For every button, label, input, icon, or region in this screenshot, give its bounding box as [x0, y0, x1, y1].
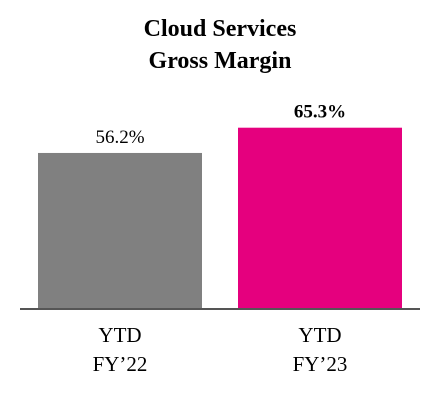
category-label-1-line-1: YTD	[98, 323, 141, 347]
chart-title-line-2: Gross Margin	[148, 48, 292, 74]
data-label-2: 65.3%	[294, 102, 346, 123]
category-label-1-line-2: FY’22	[93, 352, 148, 376]
chart-title-line-1: Cloud Services	[143, 16, 297, 42]
bar-1	[38, 152, 202, 309]
category-label-2-line-2: FY’23	[293, 352, 348, 376]
data-label-1: 56.2%	[95, 127, 144, 148]
category-label-2-line-1: YTD	[298, 323, 341, 347]
bar-2	[238, 127, 402, 309]
